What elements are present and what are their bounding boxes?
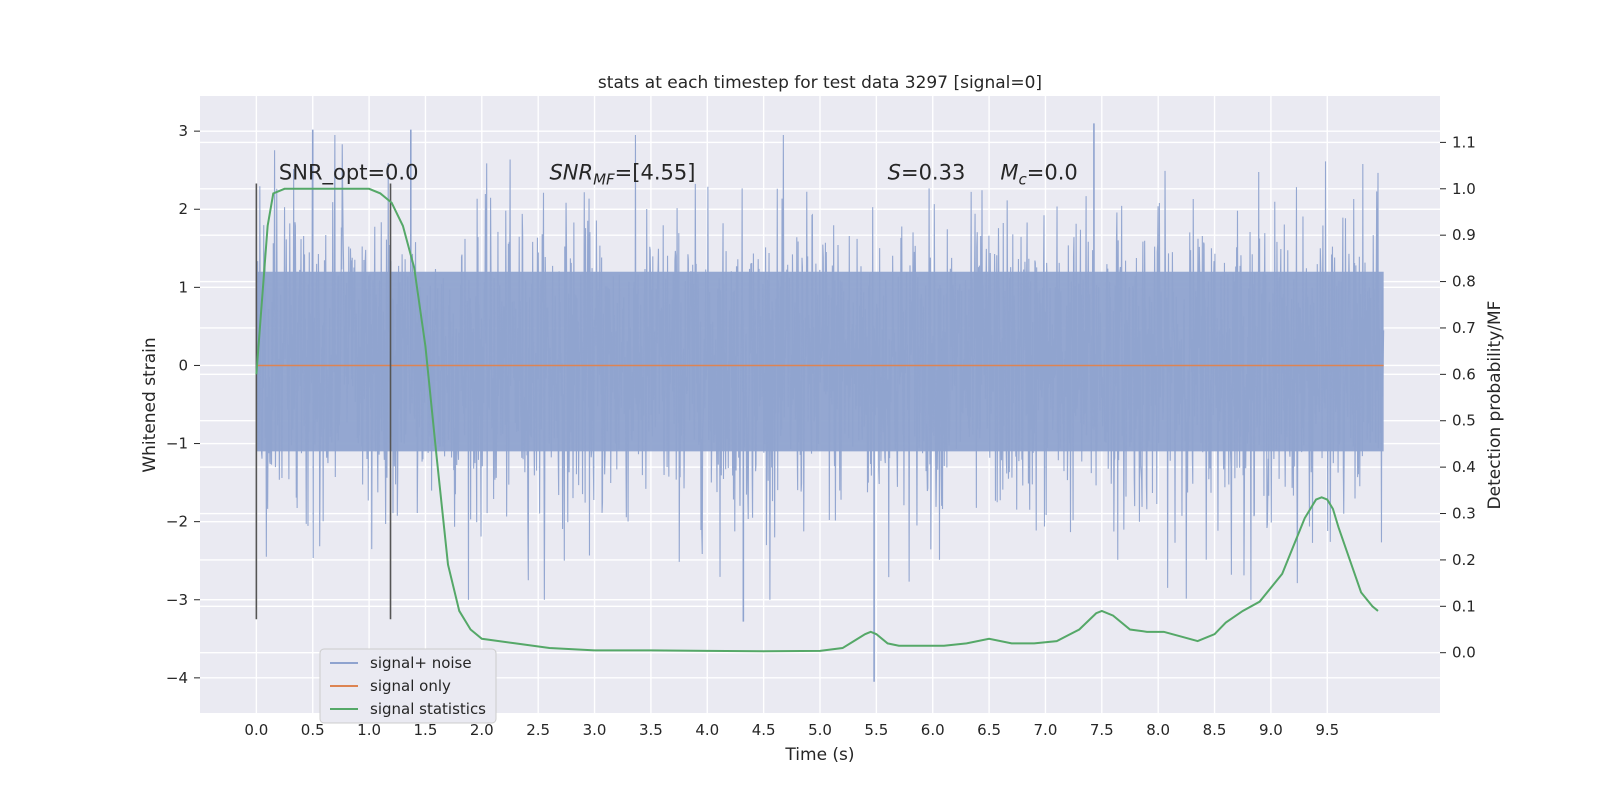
y-tick-labels: 3 2 1 0 −1 −2 −3 −4 (166, 122, 200, 687)
legend-box (319, 648, 497, 724)
y-tick-label: 0 (178, 356, 188, 374)
chart-title: stats at each timestep for test data 329… (598, 73, 1042, 93)
x-tick-label: 6.5 (977, 721, 1001, 739)
x-tick-label: 8.5 (1203, 721, 1227, 739)
y2-tick-label: 0.3 (1452, 505, 1476, 523)
x-tick-label: 9.5 (1315, 721, 1339, 739)
y2-tick-label: 1.0 (1452, 180, 1476, 198)
x-tick-label: 5.0 (808, 721, 832, 739)
x-tick-label: 7.0 (1034, 721, 1058, 739)
y-tick-label: −1 (166, 435, 188, 453)
x-tick-label: 3.5 (639, 721, 663, 739)
x-tick-label: 8.0 (1146, 721, 1170, 739)
y2-tick-label: 0.5 (1452, 412, 1476, 430)
x-axis-label: Time (s) (784, 745, 854, 765)
y2-tick-label: 0.4 (1452, 458, 1476, 476)
legend-label-signal-noise: signal+ noise (370, 654, 472, 672)
x-tick-label: 4.0 (695, 721, 719, 739)
y2-tick-label: 0.8 (1452, 273, 1476, 291)
annotation-text: SNR_opt=0.0 (279, 161, 419, 186)
y2-tick-label: 1.1 (1452, 133, 1476, 151)
annotation-text: SNRMF=[4.55] (549, 161, 695, 189)
y2-tick-label: 0.6 (1452, 365, 1476, 383)
annotation-text: Mc=0.0 (1000, 161, 1077, 189)
noise-trace (255, 135, 1385, 600)
x-tick-label: 3.0 (583, 721, 607, 739)
annotations: SNR_opt=0.0 SNRMF=[4.55] S=0.33 Mc=0.0 (279, 161, 1078, 189)
y2-tick-label: 0.1 (1452, 597, 1476, 615)
signal-statistics-line (255, 187, 1379, 653)
x-tick-label: 4.5 (752, 721, 776, 739)
x-tick-label: 0.5 (301, 721, 325, 739)
y-tick-label: −4 (166, 669, 188, 687)
x-tick-label: 0.0 (244, 721, 268, 739)
x-tick-label: 1.5 (414, 721, 438, 739)
y2-tick-label: 0.9 (1452, 226, 1476, 244)
y-tick-label: −3 (166, 591, 188, 609)
y2-tick-labels: 1.1 1.0 0.9 0.8 0.7 0.6 0.5 0.4 0.3 0.2 0.1 0.0 (1440, 133, 1476, 662)
x-tick-labels: 0.0 0.5 1.0 1.5 2.0 2.5 3.0 3.5 4.0 4.5 5.0 5.5 6.0 6… (244, 721, 1339, 739)
series-signal-noise (255, 123, 1385, 682)
y-axis-label: Whitened strain (140, 337, 160, 472)
y2-tick-label: 0.2 (1452, 551, 1476, 569)
y-tick-label: 2 (178, 200, 188, 218)
x-tick-label: 6.0 (921, 721, 945, 739)
legend-label-signal-only: signal only (370, 677, 451, 695)
y2-tick-label: 0.0 (1452, 644, 1476, 662)
y2-axis-label: Detection probability/MF (1485, 301, 1505, 510)
y2-tick-label: 0.7 (1452, 319, 1476, 337)
x-tick-label: 1.0 (357, 721, 381, 739)
annotation-text: S=0.33 (888, 161, 966, 185)
legend-label-signal-statistics: signal statistics (370, 700, 486, 718)
y-tick-label: 1 (178, 278, 188, 296)
x-tick-label: 9.0 (1259, 721, 1283, 739)
vertical-markers (255, 183, 392, 620)
x-tick-label: 2.0 (470, 721, 494, 739)
x-tick-label: 7.5 (1090, 721, 1114, 739)
y-tick-label: 3 (178, 122, 188, 140)
x-tick-label: 5.5 (864, 721, 888, 739)
legend: signal+ noise signal only signal statist… (319, 648, 497, 724)
x-tick-label: 2.5 (526, 721, 550, 739)
series-signal-statistics (255, 187, 1379, 653)
y-tick-label: −2 (166, 513, 188, 531)
